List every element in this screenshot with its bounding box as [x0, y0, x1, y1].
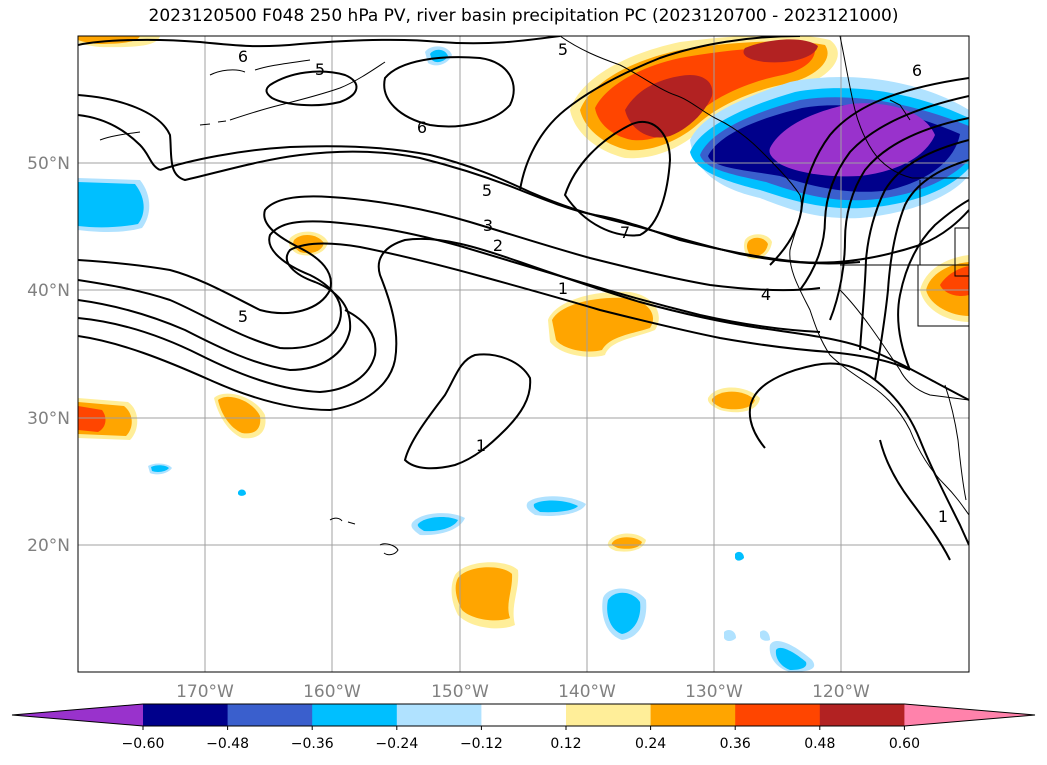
- contour-label: 1: [938, 507, 948, 526]
- colorbar-extend-max: [904, 704, 1035, 726]
- lat-label: 20°N: [27, 536, 70, 556]
- contour-label: 3: [483, 216, 493, 235]
- colorbar-tick-label: 0.60: [889, 736, 920, 752]
- colorbar: −0.60 −0.48 −0.36 −0.24 −0.12 0.12 0.24 0.36 0.4…: [11, 703, 1036, 752]
- colorbar-segment: [819, 704, 905, 726]
- lat-label: 50°N: [27, 154, 70, 174]
- colorbar-tick-label: −0.24: [375, 736, 418, 752]
- contour-label: 1: [476, 436, 486, 455]
- colorbar-tick-label: −0.60: [122, 736, 165, 752]
- contour-label: 2: [493, 236, 503, 255]
- contour-label: 6: [238, 47, 248, 66]
- colorbar-segment: [312, 704, 398, 726]
- lon-label: 120°W: [812, 682, 870, 702]
- lon-label: 130°W: [685, 682, 743, 702]
- contour-labels: 6 5 5 6 6 5 7 3 2 1 4 5 1 1: [238, 40, 948, 526]
- coastlines: [99, 36, 969, 556]
- contour-label: 5: [482, 181, 492, 200]
- colorbar-tick-label: −0.12: [460, 736, 503, 752]
- colorbar-tick-label: 0.24: [635, 736, 666, 752]
- lon-label: 170°W: [176, 682, 234, 702]
- lon-label: 140°W: [558, 682, 616, 702]
- gridlines: [78, 36, 969, 672]
- latitude-labels: 50°N 40°N 30°N 20°N: [27, 154, 70, 556]
- lat-label: 40°N: [27, 281, 70, 301]
- colorbar-tick-label: −0.48: [206, 736, 249, 752]
- colorbar-tick-label: 0.12: [550, 736, 581, 752]
- lon-label: 150°W: [431, 682, 489, 702]
- contour-label: 4: [761, 285, 771, 304]
- contour-label: 6: [912, 61, 922, 80]
- colorbar-tick-label: 0.48: [804, 736, 835, 752]
- contour-label: 5: [315, 60, 325, 79]
- colorbar-tick-label: 0.36: [720, 736, 751, 752]
- colorbar-segment: [227, 704, 313, 726]
- colorbar-segment: [735, 704, 821, 726]
- colorbar-tick-label: −0.36: [291, 736, 334, 752]
- contour-label: 1: [558, 279, 568, 298]
- contour-label: 6: [417, 118, 427, 137]
- longitude-labels: 170°W 160°W 150°W 140°W 130°W 120°W: [176, 682, 870, 702]
- contour-label: 5: [558, 40, 568, 59]
- pv-contours: [78, 36, 969, 561]
- map-frame: [77, 35, 970, 673]
- contour-label: 5: [238, 307, 248, 326]
- colorbar-segment: [650, 704, 736, 726]
- lat-label: 30°N: [27, 409, 70, 429]
- colorbar-segment: [566, 704, 652, 726]
- colorbar-segment: [143, 704, 229, 726]
- colorbar-extend-min: [12, 704, 143, 726]
- lon-label: 160°W: [303, 682, 361, 702]
- colorbar-segment: [481, 704, 567, 726]
- colorbar-segment: [396, 704, 482, 726]
- contour-label: 7: [620, 223, 630, 242]
- map-title: 2023120500 F048 250 hPa PV, river basin …: [148, 6, 899, 26]
